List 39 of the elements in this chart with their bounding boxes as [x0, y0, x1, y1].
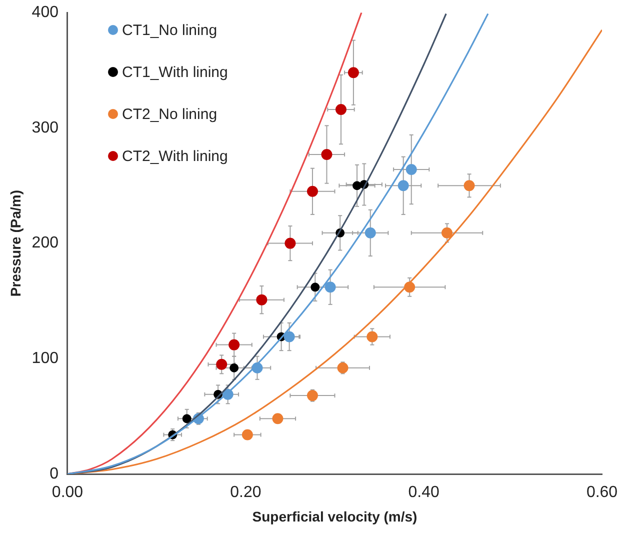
point: [216, 358, 228, 370]
x-tick-label: 0.20: [230, 484, 262, 502]
point: [228, 339, 240, 350]
y-tick-label: 0: [50, 465, 59, 482]
y-tick-label: 200: [32, 234, 59, 252]
point: [348, 67, 359, 78]
y-tick-label: 100: [32, 350, 59, 368]
x-axis-title: Superficial velocity (m/s): [252, 508, 418, 524]
point: [337, 362, 348, 374]
point: [256, 294, 268, 306]
point: [306, 390, 318, 402]
x-tick-label: 0.40: [408, 484, 440, 502]
legend-label: CT2_With lining: [122, 148, 228, 164]
point: [398, 180, 409, 192]
point: [306, 186, 318, 197]
point: [284, 238, 296, 249]
legend-label: CT1_With lining: [122, 64, 228, 80]
point: [366, 331, 378, 342]
y-tick-label: 400: [32, 4, 59, 22]
point: [352, 181, 362, 190]
x-tick-label: 0.00: [52, 484, 84, 502]
point: [364, 227, 376, 238]
x-tick-label: 0.60: [586, 484, 618, 502]
point: [272, 413, 284, 424]
point: [321, 148, 332, 160]
y-tick-label: 300: [32, 119, 59, 136]
point: [284, 331, 295, 342]
legend-label: CT2_No lining: [122, 106, 218, 122]
y-axis-title: Pressure (Pa/m): [7, 190, 24, 297]
point: [441, 227, 452, 238]
point: [335, 104, 346, 115]
legend-label: CT1_No lining: [122, 22, 218, 38]
point: [230, 363, 239, 372]
point: [242, 429, 253, 440]
point: [464, 180, 475, 192]
point: [324, 282, 336, 293]
point: [182, 414, 192, 424]
point: [406, 164, 417, 175]
point: [310, 282, 320, 292]
